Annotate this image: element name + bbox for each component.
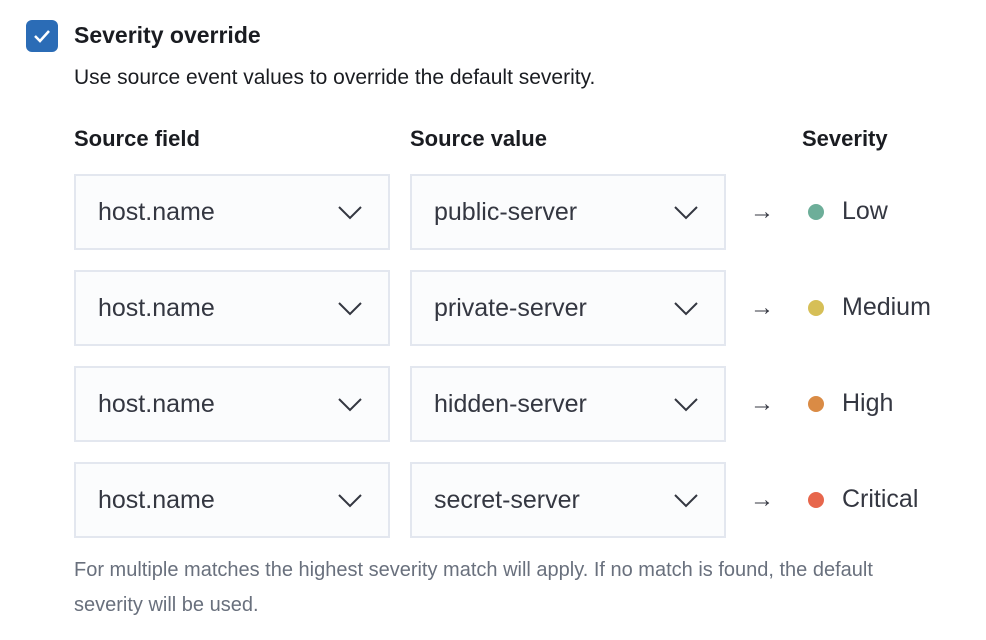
severity-label: Medium (842, 293, 931, 321)
source-value-value: secret-server (434, 485, 580, 514)
chevron-down-icon (674, 398, 698, 412)
chevron-down-icon (674, 494, 698, 508)
header-source-field: Source field (74, 126, 200, 151)
severity-dot-icon (808, 203, 824, 220)
severity-level: High (808, 389, 893, 418)
source-value-value: hidden-server (434, 389, 587, 418)
chevron-down-icon (338, 398, 362, 412)
source-value-select[interactable]: secret-server (410, 462, 726, 538)
severity-level: Low (808, 197, 888, 226)
severity-label: High (842, 389, 894, 417)
severity-dot-icon (808, 395, 824, 412)
arrow-right-icon: → (750, 294, 774, 321)
chevron-down-icon (674, 302, 698, 316)
chevron-down-icon (338, 302, 362, 316)
source-field-value: host.name (98, 389, 215, 418)
source-field-select[interactable]: host.name (74, 366, 390, 442)
header-severity: Severity (802, 126, 888, 151)
source-field-value: host.name (98, 293, 215, 322)
source-field-select[interactable]: host.name (74, 174, 390, 250)
check-icon (34, 30, 50, 43)
source-field-value: host.name (98, 197, 215, 226)
description: Use source event values to override the … (74, 66, 596, 89)
severity-override-checkbox[interactable] (26, 20, 58, 52)
source-value-select[interactable]: public-server (410, 174, 726, 250)
source-field-select[interactable]: host.name (74, 270, 390, 346)
checkbox-label[interactable]: Severity override (74, 22, 261, 48)
severity-level: Medium (808, 293, 931, 322)
severity-label: Critical (842, 485, 919, 513)
chevron-down-icon (338, 494, 362, 508)
help-text: For multiple matches the highest severit… (74, 559, 873, 616)
source-field-select[interactable]: host.name (74, 462, 390, 538)
source-value-value: public-server (434, 197, 578, 226)
severity-dot-icon (808, 491, 824, 508)
source-value-value: private-server (434, 293, 587, 322)
source-value-select[interactable]: hidden-server (410, 366, 726, 442)
source-field-value: host.name (98, 485, 215, 514)
arrow-right-icon: → (750, 390, 774, 417)
chevron-down-icon (674, 206, 698, 220)
severity-level: Critical (808, 485, 918, 514)
chevron-down-icon (338, 206, 362, 220)
source-value-select[interactable]: private-server (410, 270, 726, 346)
header-source-value: Source value (410, 126, 547, 151)
severity-dot-icon (808, 299, 824, 316)
arrow-right-icon: → (750, 486, 774, 513)
severity-label: Low (842, 197, 888, 225)
arrow-right-icon: → (750, 198, 774, 225)
